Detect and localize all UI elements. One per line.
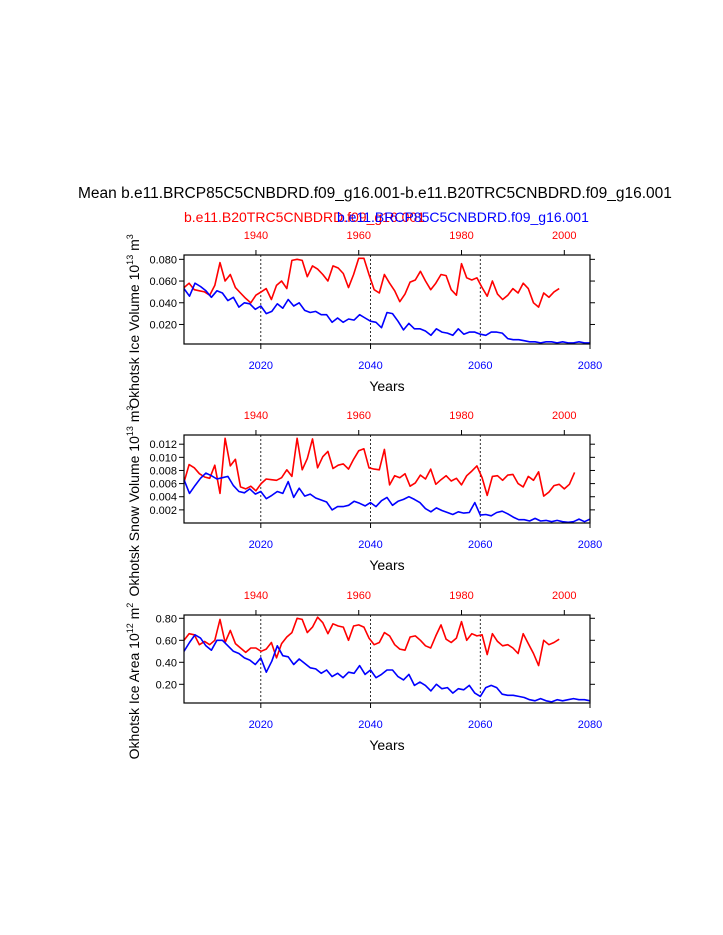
y-axis-label: Okhotsk Snow Volume 1013 m3: [125, 406, 142, 597]
x-tick-label-bottom: 2080: [578, 539, 602, 551]
y-tick-label: 0.060: [149, 276, 177, 288]
x-tick-label-top: 2000: [552, 410, 576, 422]
figure-title: Mean b.e11.BRCP85C5CNBDRD.f09_g16.001-b.…: [78, 185, 672, 202]
y-tick-label: 0.080: [149, 254, 177, 266]
x-tick-label-bottom: 2080: [578, 360, 602, 372]
x-axis-label: Years: [369, 557, 404, 573]
x-tick-label-top: 1940: [244, 590, 268, 602]
x-tick-label-top: 1960: [346, 230, 370, 242]
series-line-red: [183, 437, 576, 497]
x-tick-label-top: 1960: [346, 410, 370, 422]
series-line-blue: [183, 633, 591, 703]
y-tick-label: 0.004: [149, 492, 177, 504]
y-tick-label: 0.60: [156, 635, 177, 647]
x-tick-label-bottom: 2020: [249, 719, 273, 731]
plot-frame: [183, 434, 591, 524]
legend-red-label: b.e11.B20TRC5CNBDRD.f09_g16.001: [184, 209, 425, 225]
x-tick-label-bottom: 2060: [468, 719, 492, 731]
x-tick-label-top: 1980: [449, 590, 473, 602]
y-tick-label: 0.002: [149, 505, 177, 517]
series-line-red: [183, 257, 560, 308]
x-tick-label-bottom: 2080: [578, 719, 602, 731]
x-tick-label-bottom: 2020: [249, 360, 273, 372]
y-axis-label: Okhotsk Ice Volume 1013 m3: [125, 234, 142, 409]
y-tick-label: 0.020: [149, 319, 177, 331]
y-tick-label: 0.010: [149, 452, 177, 464]
y-tick-label: 0.20: [156, 679, 177, 691]
x-tick-label-bottom: 2040: [358, 360, 382, 372]
y-tick-label: 0.040: [149, 298, 177, 310]
x-tick-label-bottom: 2040: [358, 719, 382, 731]
x-tick-label-bottom: 2060: [468, 539, 492, 551]
x-tick-label-top: 1960: [346, 590, 370, 602]
y-tick-label: 0.012: [149, 439, 177, 451]
y-tick-label: 0.40: [156, 657, 177, 669]
x-tick-label-top: 1980: [449, 230, 473, 242]
x-tick-label-top: 2000: [552, 590, 576, 602]
series-line-blue: [183, 282, 590, 344]
plot-frame: [183, 614, 591, 704]
y-axis-label: Okhotsk Ice Area 1012 m2: [125, 603, 142, 760]
x-tick-label-top: 1940: [244, 410, 268, 422]
x-axis-label: Years: [369, 378, 404, 394]
x-tick-label-top: 2000: [552, 230, 576, 242]
chart-panel-ice-area: 0.20 0.40 0.60 0.80 2020 2040 2060 2080 1940 1960…: [125, 590, 602, 759]
x-tick-label-bottom: 2020: [249, 539, 273, 551]
chart-panel-ice-volume: 0.020 0.040 0.060 0.080 2020 2040 2060 2080 1940…: [125, 230, 602, 409]
series-line-blue: [183, 472, 591, 524]
y-tick-label: 0.006: [149, 479, 177, 491]
x-tick-label-bottom: 2060: [468, 360, 492, 372]
x-axis-label: Years: [369, 737, 404, 753]
plot-frame: [183, 254, 591, 345]
x-tick-label-bottom: 2040: [358, 539, 382, 551]
series-line-red: [183, 616, 560, 667]
y-tick-label: 0.008: [149, 465, 177, 477]
y-tick-label: 0.80: [156, 613, 177, 625]
x-tick-label-top: 1980: [449, 410, 473, 422]
legend-blue-label: b.e11.BRCP85C5CNBDRD.f09_g16.001: [337, 209, 589, 225]
x-tick-label-top: 1940: [244, 230, 268, 242]
